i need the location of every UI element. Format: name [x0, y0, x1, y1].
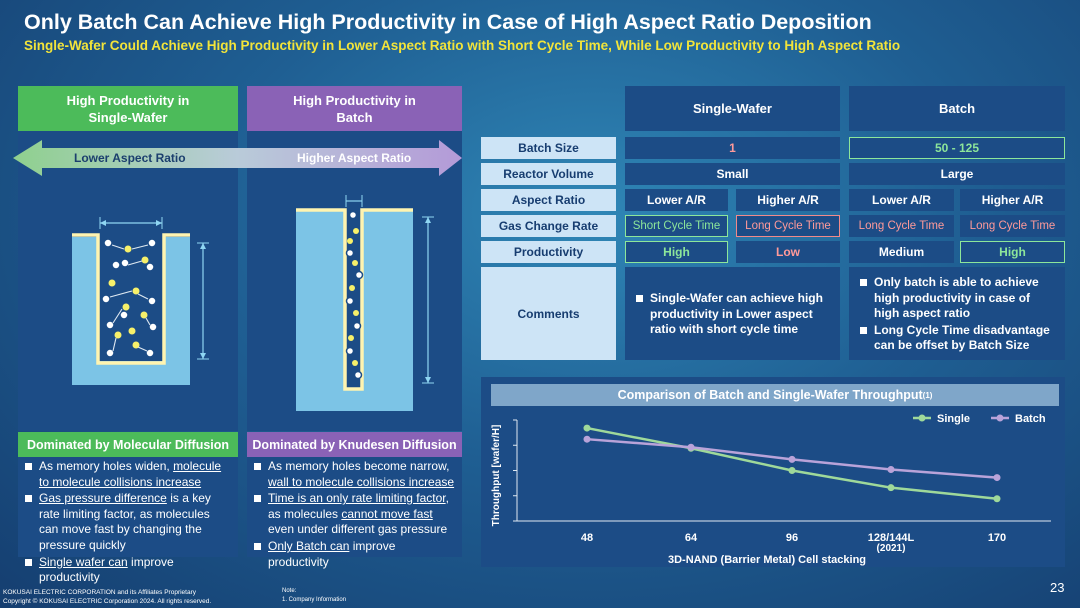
page-subtitle: Single-Wafer Could Achieve High Producti…	[24, 38, 901, 53]
aspect-ratio-batch-low: Lower A/R	[849, 189, 954, 211]
data-point-batch	[788, 455, 796, 463]
bullet: Single wafer can improve productivity	[24, 555, 232, 586]
bullet: Only Batch can improve productivity	[253, 539, 456, 570]
gas-change-single-high: Long Cycle Time	[736, 215, 840, 237]
right-panel-head: High Productivity in Batch	[247, 86, 462, 131]
bullet: Long Cycle Time disadvantage can be offs…	[859, 323, 1055, 354]
gas-change-batch-high: Long Cycle Time	[960, 215, 1065, 237]
legend-marker	[996, 414, 1004, 422]
gas-change-single-low: Short Cycle Time	[625, 215, 728, 237]
data-point-batch	[687, 443, 695, 451]
gas-change-batch-low: Long Cycle Time	[849, 215, 954, 237]
knudsen-diffusion-head: Dominated by Knudesen Diffusion	[247, 432, 462, 457]
lower-aspect-ratio-label: Lower Aspect Ratio	[74, 151, 186, 165]
x-tick-label: 64	[685, 532, 698, 544]
right-bullets: As memory holes become narrow, wall to m…	[247, 457, 462, 569]
legend-marker	[918, 414, 926, 422]
left-panel-head: High Productivity in Single-Wafer	[18, 86, 238, 131]
data-point-single	[887, 484, 895, 492]
higher-aspect-ratio-label: Higher Aspect Ratio	[297, 151, 412, 165]
bullet: Single-Wafer can achieve high productivi…	[635, 291, 830, 338]
molecular-diffusion-head: Dominated by Molecular Diffusion	[18, 432, 238, 457]
row-label-productivity: Productivity	[481, 241, 616, 263]
col-header-batch: Batch	[849, 86, 1065, 131]
data-point-batch	[993, 474, 1001, 482]
productivity-single-low: High	[625, 241, 728, 263]
page-title: Only Batch Can Achieve High Productivity…	[24, 10, 872, 34]
footnote: Note: 1. Company Information	[282, 588, 347, 603]
row-label-batch-size: Batch Size	[481, 137, 616, 159]
aspect-ratio-arrow	[13, 140, 462, 176]
aspect-ratio-illustration	[13, 140, 462, 411]
narrow-hole-diagram	[296, 195, 434, 411]
data-point-batch	[583, 435, 591, 443]
reactor-volume-single: Small	[625, 163, 840, 185]
x-tick-label: 48	[581, 532, 593, 544]
row-label-reactor-volume: Reactor Volume	[481, 163, 616, 185]
legend-label: Batch	[1015, 413, 1046, 425]
productivity-batch-high: High	[960, 241, 1065, 263]
row-label-aspect-ratio: Aspect Ratio	[481, 189, 616, 211]
x-axis-label: 3D-NAND (Barrier Metal) Cell stacking	[668, 554, 866, 566]
col-header-single-wafer: Single-Wafer	[625, 86, 840, 131]
bullet: As memory holes become narrow, wall to m…	[253, 459, 456, 490]
bullet: Gas pressure difference is a key rate li…	[24, 491, 232, 553]
comments-batch: Only batch is able to achieve high produ…	[849, 267, 1065, 360]
throughput-line-chart: 48 64 96 128/144L(2021) 170 Single Batch 3D-NAN…	[491, 413, 1051, 566]
data-point-single	[993, 495, 1001, 503]
x-tick-label: (2021)	[877, 543, 906, 554]
x-tick-label: 96	[786, 532, 798, 544]
legend-label: Single	[937, 413, 970, 425]
aspect-ratio-batch-high: Higher A/R	[960, 189, 1065, 211]
bullet: Time is an only rate limiting factor, as…	[253, 491, 456, 538]
chart-title: Comparison of Batch and Single-Wafer Thr…	[491, 384, 1059, 406]
chart-panel	[481, 377, 1065, 567]
batch-size-batch: 50 - 125	[849, 137, 1065, 159]
x-tick-label: 170	[988, 532, 1006, 544]
series-line-single	[586, 426, 998, 501]
copyright-footer: KOKUSAI ELECTRIC CORPORATION and its Aff…	[3, 589, 212, 605]
left-bullets: As memory holes widen, molecule to molec…	[18, 457, 238, 584]
row-label-gas-change-rate: Gas Change Rate	[481, 215, 616, 237]
data-point-single	[583, 424, 591, 432]
data-point-single	[788, 467, 796, 474]
bullet: As memory holes widen, molecule to molec…	[24, 459, 232, 490]
productivity-batch-low: Medium	[849, 241, 954, 263]
row-label-comments: Comments	[481, 267, 616, 360]
comments-single: Single-Wafer can achieve high productivi…	[625, 267, 840, 360]
batch-size-single: 1	[625, 137, 840, 159]
bullet: Only batch is able to achieve high produ…	[859, 275, 1055, 322]
y-axis-label: Throughput [wafer/H]	[491, 425, 502, 527]
data-point-batch	[887, 465, 895, 473]
productivity-single-high: Low	[736, 241, 840, 263]
wide-hole-diagram	[72, 217, 209, 385]
aspect-ratio-single-low: Lower A/R	[625, 189, 728, 211]
page-number: 23	[1050, 580, 1065, 595]
aspect-ratio-single-high: Higher A/R	[736, 189, 840, 211]
x-tick-label: 128/144L	[868, 532, 915, 544]
reactor-volume-batch: Large	[849, 163, 1065, 185]
